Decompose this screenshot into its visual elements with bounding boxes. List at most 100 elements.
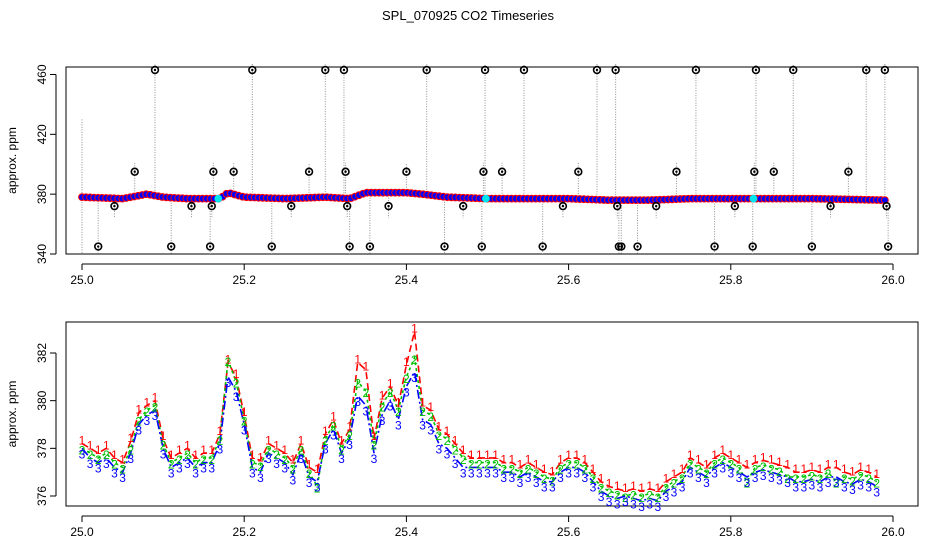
outlier-point (480, 65, 490, 75)
outlier-point-core (348, 245, 351, 248)
outlier-point-core (405, 170, 408, 173)
series-2-marker: 2 (711, 458, 718, 472)
series-2-marker: 2 (330, 420, 337, 434)
outlier-point-core (772, 170, 775, 173)
series-2-marker: 2 (200, 453, 207, 467)
series-3-marker: 3 (760, 469, 767, 483)
series-1-marker: 1 (833, 457, 840, 471)
flagged-point (749, 194, 758, 203)
series-2-marker: 2 (111, 458, 118, 472)
outlier-point-core (792, 68, 795, 72)
series-1-marker: 1 (160, 429, 167, 443)
outlier-point (826, 201, 835, 211)
series-3-marker: 3 (800, 481, 807, 495)
series-1-marker: 1 (460, 443, 467, 457)
series-1-marker: 1 (492, 448, 499, 462)
series-1-marker: 1 (792, 462, 799, 476)
series-2-marker: 2 (314, 481, 321, 495)
series-1-marker: 1 (249, 448, 256, 462)
outlier-point (384, 201, 393, 211)
series-1-marker: 1 (849, 465, 856, 479)
series-1-marker: 1 (200, 443, 207, 457)
y-tick-label: 382 (35, 343, 49, 363)
series-1-marker: 1 (857, 460, 864, 474)
outlier-point-core (810, 245, 814, 248)
series-1-marker: 1 (825, 457, 832, 471)
series-2-marker: 2 (873, 477, 880, 491)
outlier-point (345, 242, 354, 251)
series-1-marker: 1 (752, 453, 759, 467)
series-1-marker: 1 (695, 453, 702, 467)
series-3-marker: 3 (817, 481, 824, 495)
series-3-marker: 3 (249, 466, 256, 480)
series-2-marker: 2 (241, 415, 248, 429)
series-2-marker: 2 (695, 462, 702, 476)
outlier-point (209, 167, 218, 176)
series-3-marker: 3 (517, 476, 524, 490)
series-1-marker: 1 (468, 448, 475, 462)
series-2-marker: 2 (127, 443, 134, 457)
series-2-marker: 2 (622, 491, 629, 505)
series-3-marker: 3 (160, 447, 167, 461)
outlier-point-core (345, 204, 349, 208)
outlier-point (862, 65, 871, 75)
outlier-point-core (675, 170, 678, 173)
outlier-point-core (829, 204, 832, 208)
series-2-marker: 2 (687, 458, 694, 472)
series-3-marker: 3 (598, 490, 605, 504)
outlier-point-core (751, 245, 754, 248)
outlier-point (807, 242, 817, 251)
series-3-marker: 3 (363, 404, 370, 418)
series-2-marker: 2 (606, 486, 613, 500)
series-3-marker: 3 (395, 419, 402, 433)
series-3-marker: 3 (192, 466, 199, 480)
series-2-marker: 2 (192, 458, 199, 472)
series-1-marker: 1 (687, 448, 694, 462)
series-1-marker: 1 (817, 462, 824, 476)
series-2-marker: 2 (444, 434, 451, 448)
outlier-point-core (865, 68, 868, 72)
outlier-point (287, 201, 296, 211)
outlier-point-core (614, 68, 617, 72)
series-2-marker: 2 (217, 434, 224, 448)
series-3-marker: 3 (476, 466, 483, 480)
outlier-point (592, 65, 602, 75)
series-2-marker: 2 (427, 410, 434, 424)
outlier-point-core (480, 245, 484, 248)
outlier-point (651, 201, 661, 211)
series-3-marker: 3 (841, 481, 848, 495)
series-1-marker: 1 (784, 457, 791, 471)
series-3-marker: 3 (752, 471, 759, 485)
plot-frame (65, 321, 919, 507)
outlier-point-core (208, 245, 212, 248)
series-1-marker: 1 (322, 424, 329, 438)
outlier-point-core (153, 68, 157, 72)
outlier-point-core (595, 68, 599, 72)
y-tick-label: 460 (35, 64, 49, 84)
series-1-marker: 1 (873, 467, 880, 481)
series-3-marker: 3 (873, 485, 880, 499)
outlier-point (304, 167, 314, 176)
outlier-point-core (212, 170, 215, 173)
outlier-point-core (342, 68, 346, 72)
series-2-marker: 2 (841, 472, 848, 486)
series-1-marker: 1 (152, 391, 159, 405)
series-3-marker: 3 (435, 443, 442, 457)
outlier-point (672, 167, 681, 176)
series-2-marker: 2 (671, 477, 678, 491)
series-3-marker: 3 (103, 457, 110, 471)
outlier-point (789, 65, 798, 75)
series-1-marker: 1 (257, 450, 264, 464)
series-3-marker: 3 (533, 476, 540, 490)
series-1-marker: 1 (841, 462, 848, 476)
series-1-marker: 1 (809, 460, 816, 474)
series-1-marker: 1 (184, 438, 191, 452)
series-2-marker: 2 (809, 470, 816, 484)
series-1-marker: 1 (306, 457, 313, 471)
series-3-marker: 3 (500, 471, 507, 485)
series-3-marker: 3 (225, 376, 232, 390)
series-3-marker: 3 (346, 438, 353, 452)
series-2-marker: 2 (354, 377, 361, 391)
outlier-point-core (636, 245, 639, 248)
series-1-marker: 1 (265, 434, 272, 448)
